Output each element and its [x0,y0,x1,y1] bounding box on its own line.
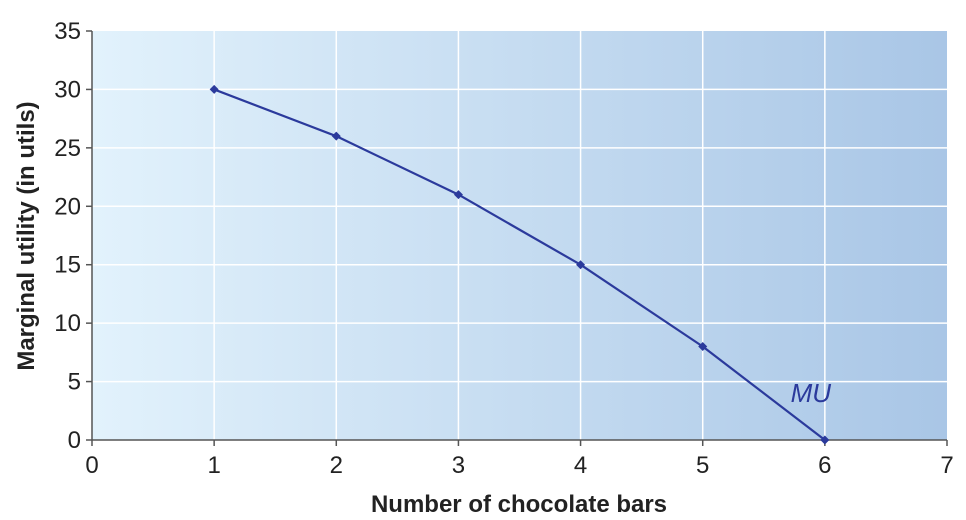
series: MU [209,84,832,445]
x-tick-label: 1 [207,452,220,479]
x-axis-title: Number of chocolate bars [371,491,667,518]
y-tick-label: 5 [68,369,81,396]
x-tick-label: 3 [452,452,465,479]
grid [92,31,947,440]
data-point [820,435,830,445]
y-tick-label: 35 [54,18,81,45]
x-tick-label: 4 [574,452,587,479]
y-tick-label: 25 [54,135,81,162]
x-tick-label: 6 [818,452,831,479]
plot-area [92,31,947,440]
axes [86,30,948,446]
x-tick-label: 7 [940,452,953,479]
data-point [209,84,219,94]
y-tick-label: 20 [54,193,81,220]
x-tick-label: 5 [696,452,709,479]
data-point [453,190,463,200]
y-tick-label: 30 [54,76,81,103]
data-point [331,131,341,141]
y-tick-label: 15 [54,252,81,279]
tick-labels: 0 1 2 3 4 5 6 7 0 5 10 15 20 25 30 35 [54,18,953,479]
x-tick-label: 2 [330,452,343,479]
series-line [213,88,826,441]
x-tick-label: 0 [85,452,98,479]
y-tick-label: 0 [68,427,81,454]
y-tick-label: 10 [54,310,81,337]
series-label: MU [791,378,832,408]
data-point [576,260,586,270]
y-axis-title: Marginal utility (in utils) [13,101,40,370]
data-point [698,342,708,352]
